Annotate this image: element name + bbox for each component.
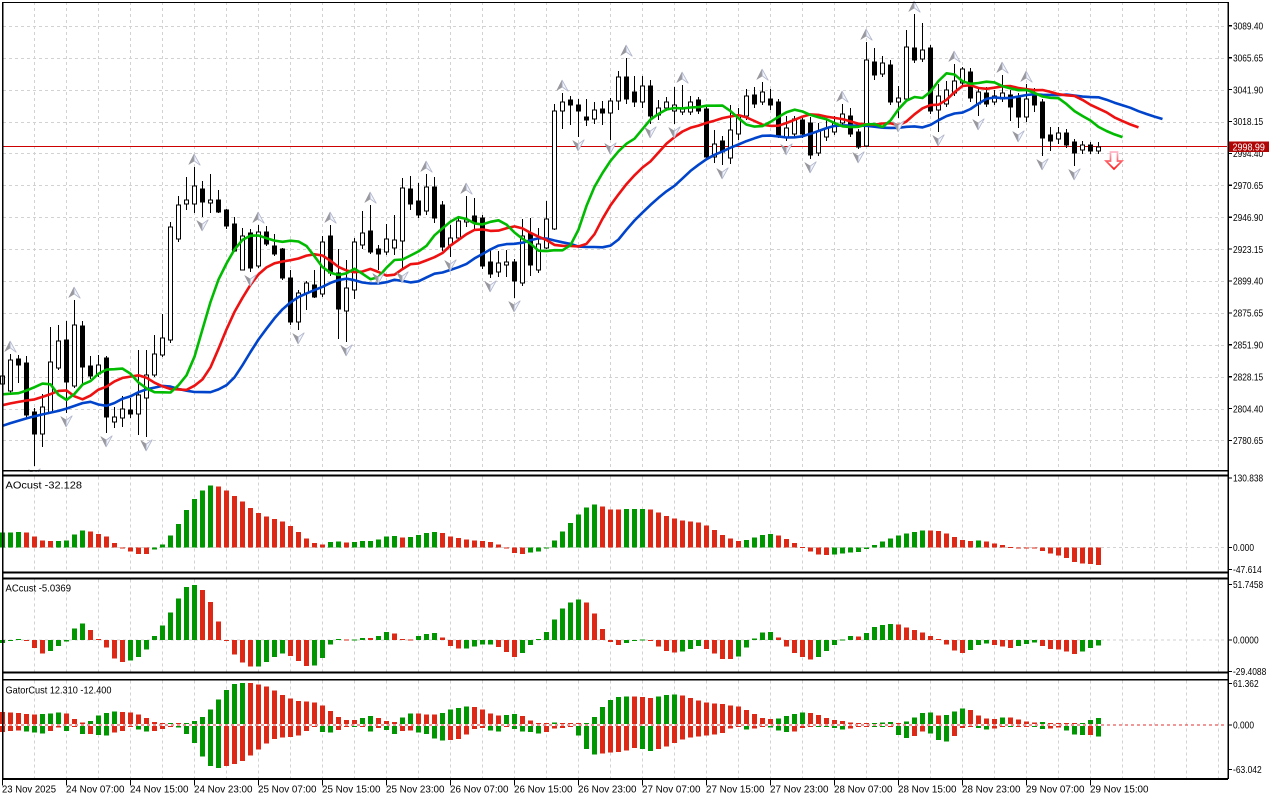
svg-text:3041.90: 3041.90 xyxy=(1233,84,1263,96)
svg-text:-29.4088: -29.4088 xyxy=(1233,666,1266,678)
svg-text:0.000: 0.000 xyxy=(1233,542,1254,554)
svg-text:3089.40: 3089.40 xyxy=(1233,21,1263,33)
svg-text:28 Nov 07:00: 28 Nov 07:00 xyxy=(834,784,893,796)
svg-text:3018.15: 3018.15 xyxy=(1233,116,1263,128)
svg-text:2923.15: 2923.15 xyxy=(1233,244,1263,256)
svg-text:25 Nov 15:00: 25 Nov 15:00 xyxy=(322,784,381,796)
svg-text:GatorCust 12.310 -12.400: GatorCust 12.310 -12.400 xyxy=(6,685,112,697)
svg-text:27 Nov 15:00: 27 Nov 15:00 xyxy=(706,784,765,796)
svg-text:24 Nov 07:00: 24 Nov 07:00 xyxy=(66,784,125,796)
svg-text:0.0000: 0.0000 xyxy=(1233,635,1259,647)
svg-text:25 Nov 23:00: 25 Nov 23:00 xyxy=(386,784,445,796)
svg-text:26 Nov 15:00: 26 Nov 15:00 xyxy=(514,784,573,796)
svg-text:28 Nov 15:00: 28 Nov 15:00 xyxy=(898,784,957,796)
svg-text:2851.90: 2851.90 xyxy=(1233,340,1263,352)
svg-text:29 Nov 07:00: 29 Nov 07:00 xyxy=(1026,784,1085,796)
svg-text:27 Nov 07:00: 27 Nov 07:00 xyxy=(642,784,701,796)
svg-text:2780.65: 2780.65 xyxy=(1233,435,1263,447)
svg-text:28 Nov 23:00: 28 Nov 23:00 xyxy=(962,784,1021,796)
svg-text:-63.042: -63.042 xyxy=(1233,764,1262,776)
svg-text:2998.99: 2998.99 xyxy=(1233,141,1266,153)
svg-text:23 Nov 2025: 23 Nov 2025 xyxy=(2,784,56,796)
svg-text:26 Nov 07:00: 26 Nov 07:00 xyxy=(450,784,509,796)
svg-text:AOcust -32.128: AOcust -32.128 xyxy=(6,480,83,492)
svg-text:27 Nov 23:00: 27 Nov 23:00 xyxy=(770,784,829,796)
svg-text:29 Nov 15:00: 29 Nov 15:00 xyxy=(1090,784,1149,796)
svg-text:25 Nov 07:00: 25 Nov 07:00 xyxy=(258,784,317,796)
svg-text:24 Nov 23:00: 24 Nov 23:00 xyxy=(194,784,253,796)
svg-text:2946.90: 2946.90 xyxy=(1233,212,1263,224)
svg-text:-47.614: -47.614 xyxy=(1233,564,1262,576)
svg-text:130.838: 130.838 xyxy=(1233,473,1263,485)
svg-text:0.000: 0.000 xyxy=(1233,720,1254,732)
svg-text:ACcust -5.0369: ACcust -5.0369 xyxy=(6,583,72,595)
svg-text:51.7458: 51.7458 xyxy=(1233,579,1263,591)
svg-text:2875.65: 2875.65 xyxy=(1233,308,1263,320)
svg-text:26 Nov 23:00: 26 Nov 23:00 xyxy=(578,784,637,796)
svg-text:3065.65: 3065.65 xyxy=(1233,52,1263,64)
svg-text:2804.40: 2804.40 xyxy=(1233,403,1263,415)
svg-text:2970.65: 2970.65 xyxy=(1233,180,1263,192)
svg-text:2828.15: 2828.15 xyxy=(1233,371,1263,383)
svg-text:2899.40: 2899.40 xyxy=(1233,276,1263,288)
svg-text:24 Nov 15:00: 24 Nov 15:00 xyxy=(130,784,189,796)
svg-text:61.362: 61.362 xyxy=(1233,678,1259,690)
